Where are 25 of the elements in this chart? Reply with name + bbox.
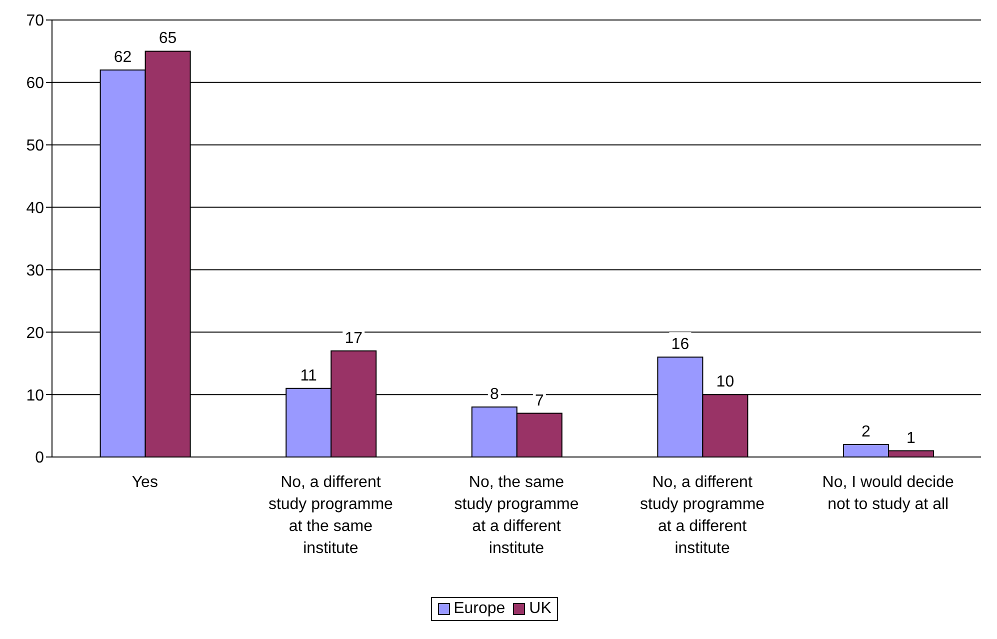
y-tick-label: 40: [26, 200, 44, 217]
legend-label: UK: [528, 600, 552, 618]
legend-label: Europe: [452, 600, 506, 618]
data-label: 11: [300, 367, 318, 384]
y-tick-label: 10: [26, 387, 44, 404]
data-label: 16: [671, 336, 690, 354]
data-label: 7: [534, 392, 544, 410]
y-tick-label: 20: [26, 324, 44, 342]
data-label: 2: [862, 424, 871, 441]
x-tick-label: Yes: [132, 474, 158, 491]
y-tick-label: 70: [26, 12, 44, 30]
data-label: 62: [114, 48, 132, 66]
data-label: 17: [344, 330, 363, 347]
x-tick-label: No, a different study programme at the same institute: [268, 474, 394, 557]
x-tick-label: No, the same study programme at a different institute: [454, 474, 579, 557]
y-tick-label: 0: [35, 450, 44, 467]
x-tick-label: No, a different study programme at a different institute: [640, 474, 765, 557]
data-label: 10: [716, 374, 734, 391]
data-label: 1: [906, 430, 916, 447]
data-label: 8: [490, 386, 499, 404]
y-tick-label: 60: [26, 75, 44, 92]
x-tick-label: No, I would decide not to study at all: [822, 474, 954, 513]
data-label: 65: [158, 30, 177, 48]
y-tick-label: 50: [26, 138, 44, 155]
y-tick-label: 30: [26, 262, 44, 280]
